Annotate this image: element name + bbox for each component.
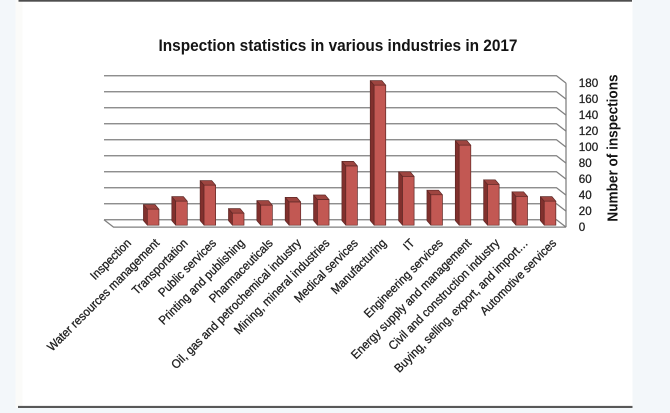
svg-text:180: 180 [579,77,598,90]
svg-text:100: 100 [579,141,598,154]
svg-text:0: 0 [579,221,585,234]
svg-text:40: 40 [579,189,592,202]
svg-text:20: 20 [579,205,592,218]
svg-text:120: 120 [579,125,598,138]
svg-text:160: 160 [579,93,598,106]
svg-text:80: 80 [579,157,592,170]
svg-text:140: 140 [579,109,598,122]
svg-text:60: 60 [579,173,592,186]
svg-text:Number of inspections: Number of inspections [605,74,622,221]
svg-text:Inspection statistics in vario: Inspection statistics in various industr… [159,37,518,55]
